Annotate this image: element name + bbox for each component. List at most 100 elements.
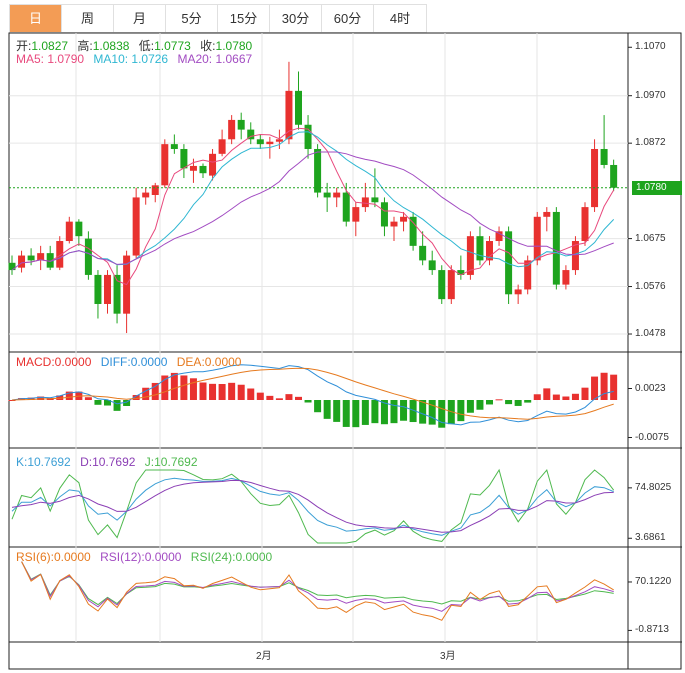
candle-body — [189, 165, 197, 171]
candle-body — [428, 260, 436, 271]
tab-6[interactable]: 60分 — [322, 5, 374, 32]
rsi24-line — [21, 561, 614, 606]
tab-1[interactable]: 周 — [62, 5, 114, 32]
macd-tick-0: 0.0023 — [635, 382, 666, 394]
ma5-label: MA5: 1.0790 — [16, 52, 85, 66]
macd-bar — [151, 382, 159, 400]
candle-body — [581, 207, 589, 242]
open-label: 开: — [16, 39, 32, 53]
j-label: J:10.7692 — [144, 455, 198, 469]
x-label-mar: 3月 — [440, 651, 456, 662]
x-label-feb: 2月 — [256, 651, 272, 662]
candle-body — [199, 165, 207, 174]
price-legend-row1: 开:1.0827 高:1.0838 低:1.0773 收:1.0780 — [16, 37, 258, 54]
macd-bar — [113, 400, 121, 411]
low-label: 低: — [138, 39, 155, 53]
macd-bar — [180, 375, 188, 400]
macd-bar — [333, 400, 341, 422]
candle-body — [256, 139, 264, 145]
macd-bar — [495, 399, 503, 401]
macd-bar — [600, 372, 608, 400]
tab-7[interactable]: 4时 — [374, 5, 426, 32]
candle-body — [447, 270, 455, 300]
macd-legend: MACD:0.0000 DIFF:0.0000 DEA:0.0000 — [16, 355, 247, 369]
candle-body — [600, 148, 608, 165]
macd-bar — [361, 400, 369, 425]
macd-bar — [571, 393, 579, 400]
candle-body — [209, 153, 217, 176]
price-tick-0: 1.0970 — [635, 89, 666, 101]
macd-bar — [37, 396, 45, 400]
tab-4[interactable]: 15分 — [218, 5, 270, 32]
macd-bar — [199, 382, 207, 400]
macd-bar — [170, 372, 178, 400]
tab-3[interactable]: 5分 — [166, 5, 218, 32]
candle-body — [151, 185, 159, 195]
ma10-line — [50, 131, 615, 268]
candle-body — [275, 139, 283, 142]
macd-bar — [419, 400, 427, 424]
price-tick-3: 1.0576 — [635, 280, 666, 292]
rsi6-line — [21, 561, 614, 621]
candle-body — [18, 255, 26, 268]
macd-diff-line — [11, 364, 614, 426]
macd-bar — [123, 400, 131, 406]
candle-body — [486, 241, 493, 261]
macd-bar — [591, 376, 599, 400]
tab-5[interactable]: 30分 — [270, 5, 322, 32]
candle-body — [170, 144, 178, 149]
tab-0[interactable]: 日 — [10, 5, 62, 32]
candle-body — [610, 164, 618, 188]
candle-body — [390, 221, 398, 227]
open-value: 1.0827 — [31, 39, 69, 53]
macd-bar — [84, 397, 92, 400]
kdj-d-line — [11, 479, 614, 533]
candle-body — [8, 262, 16, 271]
candle-body — [237, 119, 245, 130]
k-label: K:10.7692 — [16, 455, 71, 469]
macd-bar — [8, 400, 16, 401]
macd-bar — [524, 400, 532, 403]
macd-bar — [543, 388, 551, 400]
candle-body — [132, 197, 140, 256]
macd-bar — [428, 400, 436, 425]
candle-body — [457, 270, 465, 275]
macd-bar — [438, 400, 446, 428]
candle-body — [514, 289, 522, 295]
macd-bar — [476, 400, 484, 410]
candle-body — [333, 192, 341, 198]
ma20-label: MA20: 1.0667 — [177, 52, 253, 66]
candle-body — [505, 231, 513, 295]
candle-body — [65, 221, 73, 242]
candle-body — [524, 260, 532, 290]
tab-2[interactable]: 月 — [114, 5, 166, 32]
candle-body — [180, 148, 188, 169]
candle-body — [295, 90, 302, 125]
rsi-tick-0: 70.1220 — [635, 575, 672, 587]
price-tick-2: 1.0675 — [635, 232, 666, 244]
macd-bar — [228, 382, 236, 400]
candle-body — [266, 141, 274, 145]
macd-bar — [209, 383, 217, 400]
candle-body — [533, 216, 541, 261]
macd-bar — [552, 394, 560, 400]
macd-bar — [275, 398, 283, 400]
candle-body — [371, 197, 379, 203]
macd-dea-line — [11, 367, 614, 420]
candle-body — [352, 207, 360, 222]
candle-body — [84, 238, 92, 275]
macd-bar — [562, 396, 570, 400]
macd-bar — [323, 400, 331, 419]
candle-body — [46, 253, 54, 268]
macd-bar — [295, 396, 302, 400]
candle-body — [56, 241, 64, 268]
close-value: 1.0780 — [215, 39, 253, 53]
macd-bar — [314, 400, 322, 413]
rsi-legend: RSI(6):0.0000 RSI(12):0.0000 RSI(24):0.0… — [16, 550, 278, 564]
macd-bar — [457, 400, 465, 422]
candle-body — [113, 274, 121, 314]
candle-body — [466, 236, 474, 275]
candle-body — [27, 255, 35, 261]
macd-bar — [514, 400, 522, 406]
